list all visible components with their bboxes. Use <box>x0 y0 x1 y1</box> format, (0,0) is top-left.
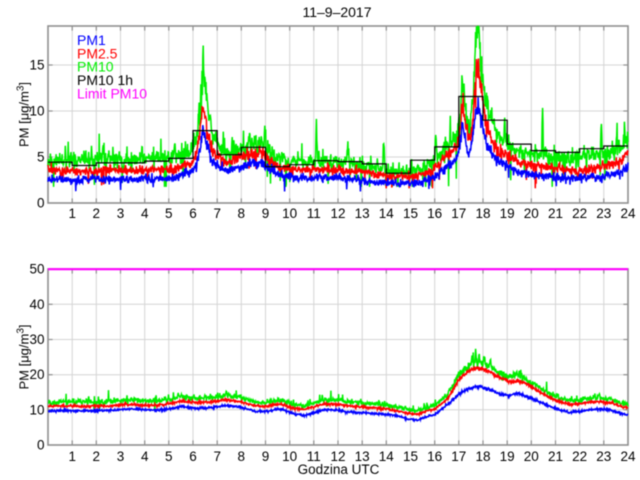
svg-text:9: 9 <box>262 206 270 221</box>
svg-text:15: 15 <box>403 206 418 221</box>
svg-text:22: 22 <box>572 449 587 464</box>
svg-text:4: 4 <box>141 206 149 221</box>
svg-text:50: 50 <box>29 262 44 277</box>
svg-text:3: 3 <box>117 206 125 221</box>
svg-text:4: 4 <box>141 449 149 464</box>
svg-text:1: 1 <box>68 449 76 464</box>
svg-text:12: 12 <box>330 206 345 221</box>
svg-text:11–9–2017: 11–9–2017 <box>302 4 371 20</box>
svg-text:20: 20 <box>524 449 539 464</box>
svg-text:PM1: PM1 <box>77 32 106 48</box>
svg-text:22: 22 <box>572 206 587 221</box>
svg-text:1: 1 <box>68 206 76 221</box>
svg-text:19: 19 <box>500 206 515 221</box>
svg-text:18: 18 <box>475 449 490 464</box>
svg-text:3: 3 <box>117 449 125 464</box>
svg-text:30: 30 <box>29 332 44 347</box>
svg-text:13: 13 <box>355 206 370 221</box>
svg-text:7: 7 <box>213 206 221 221</box>
svg-text:24: 24 <box>620 206 636 221</box>
svg-text:14: 14 <box>379 449 395 464</box>
svg-text:Godzina UTC: Godzina UTC <box>298 462 380 477</box>
svg-text:17: 17 <box>451 449 466 464</box>
svg-text:5: 5 <box>165 449 173 464</box>
svg-text:10: 10 <box>29 402 44 417</box>
svg-text:PM [μg/m3]: PM [μg/m3] <box>16 324 32 389</box>
svg-text:12: 12 <box>330 449 345 464</box>
svg-text:11: 11 <box>307 206 321 221</box>
svg-text:8: 8 <box>238 449 246 464</box>
svg-text:23: 23 <box>596 449 611 464</box>
svg-text:2: 2 <box>93 206 101 221</box>
svg-text:10: 10 <box>282 206 297 221</box>
svg-text:23: 23 <box>596 206 611 221</box>
svg-text:0: 0 <box>37 438 45 453</box>
svg-text:17: 17 <box>451 206 466 221</box>
svg-text:15: 15 <box>403 449 418 464</box>
svg-text:19: 19 <box>500 449 515 464</box>
svg-text:8: 8 <box>238 206 246 221</box>
svg-text:PM [μg/m3]: PM [μg/m3] <box>16 82 32 147</box>
svg-text:18: 18 <box>475 206 490 221</box>
svg-text:9: 9 <box>262 449 270 464</box>
svg-text:16: 16 <box>427 449 442 464</box>
svg-text:21: 21 <box>548 449 563 464</box>
svg-text:PM2.5: PM2.5 <box>77 45 118 61</box>
svg-text:5: 5 <box>165 206 173 221</box>
svg-text:20: 20 <box>524 206 539 221</box>
svg-text:7: 7 <box>213 449 221 464</box>
svg-text:13: 13 <box>355 449 370 464</box>
svg-text:PM10 1h: PM10 1h <box>77 72 133 88</box>
svg-text:PM10: PM10 <box>77 59 114 75</box>
svg-text:6: 6 <box>189 206 197 221</box>
svg-text:5: 5 <box>37 150 45 165</box>
svg-text:14: 14 <box>379 206 395 221</box>
svg-text:16: 16 <box>427 206 442 221</box>
svg-text:6: 6 <box>189 449 197 464</box>
svg-text:20: 20 <box>29 367 44 382</box>
svg-text:10: 10 <box>282 449 297 464</box>
svg-text:2: 2 <box>93 449 101 464</box>
svg-text:Limit PM10: Limit PM10 <box>77 85 147 101</box>
svg-text:21: 21 <box>548 206 563 221</box>
svg-text:15: 15 <box>29 58 44 73</box>
svg-text:0: 0 <box>37 196 45 211</box>
svg-text:40: 40 <box>29 297 44 312</box>
svg-text:10: 10 <box>29 104 44 119</box>
svg-text:24: 24 <box>620 449 636 464</box>
svg-text:11: 11 <box>307 449 321 464</box>
